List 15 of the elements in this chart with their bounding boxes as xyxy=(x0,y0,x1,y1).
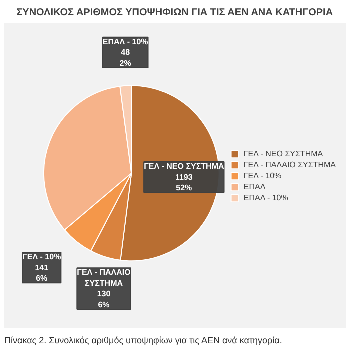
legend-label: ΓΕΛ - ΠΑΛΑΙΟ ΣΥΣΤΗΜΑ xyxy=(244,160,336,169)
chart-title: ΣΥΝΟΛΙΚΟΣ ΑΡΙΘΜΟΣ ΥΠΟΨΗΦΙΩΝ ΓΙΑ ΤΙΣ ΑΕΝ ΑΝΑ ΚΑΤΗΓΟΡΙΑ xyxy=(16,8,334,18)
text: Πίνακας 2. Συνολικός αριθμός υποψηφίων για τις ΑΕΝ ανά κατηγορία. xyxy=(4,336,282,346)
data-label: 130 6% xyxy=(97,290,112,310)
data-label: 48 2% xyxy=(120,48,132,68)
legend-label: ΕΠΑΛ xyxy=(244,182,266,191)
legend-label: ΓΕΛ - ΝΕΟ ΣΥΣΤΗΜΑ xyxy=(244,149,324,158)
slice-label: ΓΕΛ - ΠΑΛΑΙΟ ΣΥΣΤΗΜΑ xyxy=(77,268,131,288)
slice-label: ΓΕΛ - ΝΕΟ ΣΥΣΤΗΜΑ xyxy=(144,162,224,172)
data-label: 1193 52% xyxy=(175,172,194,193)
legend-label: ΓΕΛ - 10% xyxy=(244,171,282,180)
slice-label: ΕΠΑΛ - 10% xyxy=(102,37,148,46)
slice-label: ΓΕΛ - 10% xyxy=(22,252,62,262)
legend-label: ΕΠΑΛ - 10% xyxy=(244,193,288,202)
data-label: 141 6% xyxy=(35,263,50,284)
